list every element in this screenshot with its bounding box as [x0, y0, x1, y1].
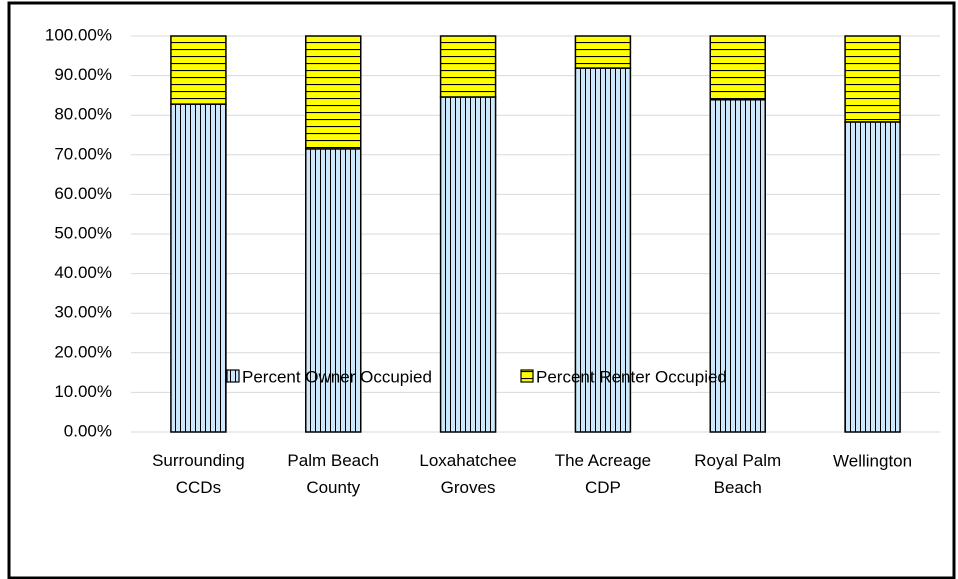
x-tick-label: Loxahatchee Groves: [419, 451, 516, 497]
y-tick-label: 0.00%: [64, 421, 112, 440]
bar-segment: [170, 35, 227, 105]
y-tick-label: 20.00%: [54, 342, 112, 361]
y-tick-label: 10.00%: [54, 382, 112, 401]
y-tick-label: 100.00%: [45, 25, 112, 44]
y-tick-label: 40.00%: [54, 263, 112, 282]
x-tick-label: The Acreage CDP: [555, 451, 651, 497]
bar-segment: [439, 96, 497, 433]
legend-swatch: [520, 369, 534, 383]
bar-segment: [439, 35, 497, 98]
legend-label: Percent Renter Occupied: [536, 367, 727, 386]
x-tick-label: Wellington: [833, 451, 912, 470]
legend-label: Percent Owner Occupied: [242, 367, 432, 386]
y-tick-label: 30.00%: [54, 303, 112, 322]
bar-segment: [574, 67, 632, 433]
y-tick-label: 80.00%: [54, 105, 112, 124]
x-tick-label: Palm Beach County: [287, 451, 379, 497]
x-tick-label: Royal Palm Beach: [694, 451, 781, 497]
bar-segment: [709, 35, 766, 101]
bar-segment: [305, 35, 362, 150]
y-tick-label: 50.00%: [54, 223, 112, 242]
y-tick-label: 60.00%: [54, 184, 112, 203]
bar-segment: [844, 121, 901, 433]
bar-segment: [844, 35, 901, 123]
legend-swatch: [226, 369, 240, 383]
y-tick-label: 90.00%: [54, 65, 112, 84]
x-tick-label: Surrounding CCDs: [152, 451, 245, 497]
bar-segment: [574, 35, 632, 69]
y-tick-label: 70.00%: [54, 144, 112, 163]
bar-segment: [305, 148, 362, 433]
bar-segment: [170, 103, 227, 433]
